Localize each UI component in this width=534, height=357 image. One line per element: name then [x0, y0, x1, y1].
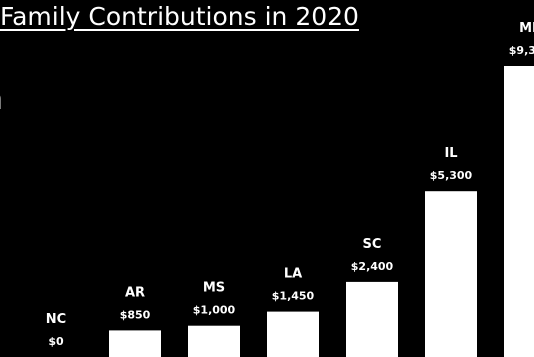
- bar-il: [425, 191, 477, 357]
- bar-category-label-me: ME: [519, 21, 534, 36]
- bar-value-label-la: $1,450: [272, 290, 315, 303]
- bar-category-label-sc: SC: [363, 237, 382, 252]
- bar-category-label-ar: AR: [125, 285, 145, 300]
- bar-category-label-il: IL: [444, 146, 457, 161]
- bar-value-label-ms: $1,000: [193, 304, 236, 317]
- bar-category-label-la: LA: [284, 267, 302, 282]
- bar-value-label-il: $5,300: [430, 169, 473, 182]
- bar-value-label-ar: $850: [120, 308, 151, 321]
- bar-value-label-sc: $2,400: [351, 260, 394, 273]
- bar-la: [267, 311, 319, 357]
- bar-sc: [346, 281, 398, 357]
- clipped-left-text-1: n: [0, 82, 3, 117]
- chart-title: Family Contributions in 2020: [0, 2, 359, 31]
- bar-value-label-nc: $0: [48, 335, 64, 348]
- bar-ms: [188, 325, 240, 357]
- bar-category-label-ms: MS: [203, 281, 225, 296]
- bar-category-label-nc: NC: [46, 312, 66, 327]
- bar-value-label-me: $9,300: [509, 44, 534, 57]
- bar-ar: [109, 330, 161, 357]
- bar-me: [504, 66, 534, 357]
